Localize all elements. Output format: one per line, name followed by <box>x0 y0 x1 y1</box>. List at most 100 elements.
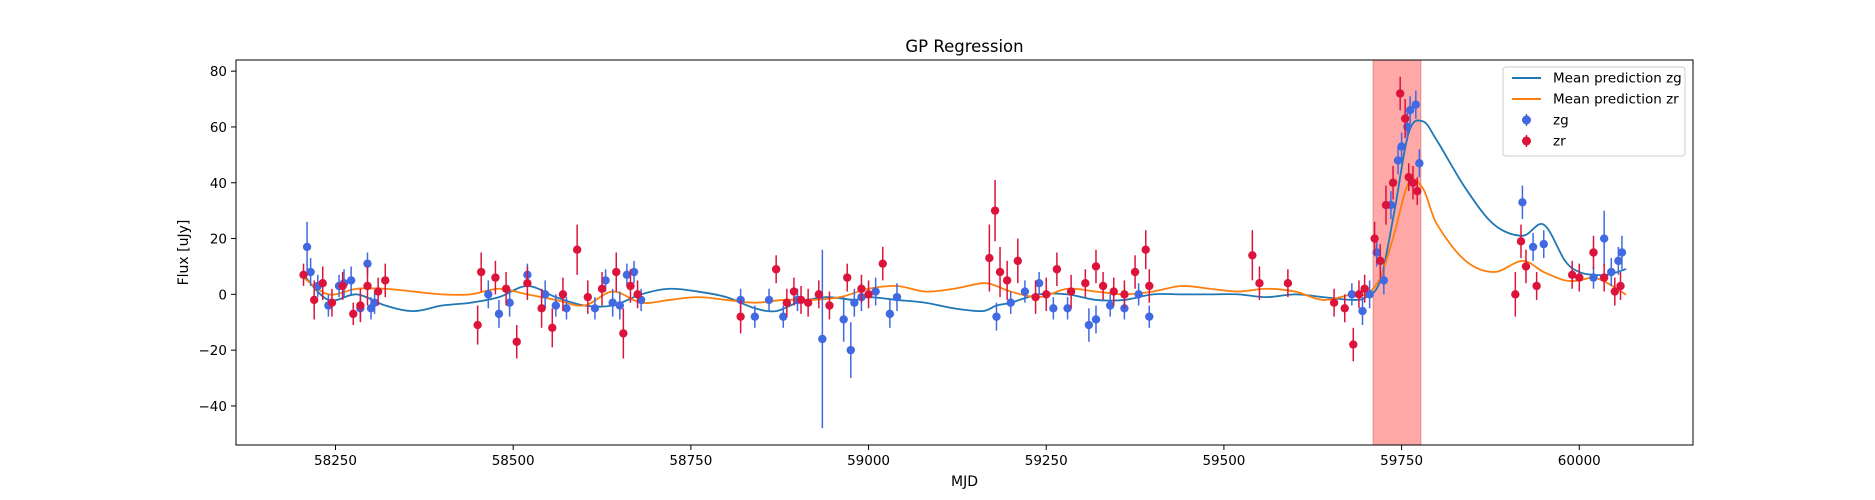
data-point-zr <box>572 245 582 254</box>
data-point-zg <box>839 315 848 324</box>
data-point-zg <box>1415 159 1424 168</box>
legend-marker-zg <box>1522 115 1531 125</box>
data-point-zg <box>1614 256 1623 266</box>
data-point-zg <box>494 309 504 319</box>
data-point-zr <box>356 301 365 310</box>
data-point-zr <box>782 298 792 307</box>
data-point-zr <box>1340 304 1349 313</box>
data-point-zr <box>491 273 500 282</box>
data-point-zr <box>878 259 887 268</box>
data-point-zr <box>318 278 327 288</box>
x-tick-label: 58250 <box>314 453 357 469</box>
data-point-zr <box>857 284 866 293</box>
data-point-zg <box>846 345 855 355</box>
data-point-zr <box>1610 287 1620 296</box>
y-tick-label: −40 <box>199 399 228 415</box>
data-point-zg <box>1518 198 1527 207</box>
data-point-zr <box>814 290 823 299</box>
y-tick-label: 20 <box>210 232 227 248</box>
data-point-zr <box>1370 234 1379 243</box>
y-axis-label: Flux [uJy] <box>176 220 192 286</box>
data-point-zr <box>583 292 593 302</box>
data-point-zg <box>302 242 312 252</box>
data-point-zg <box>1006 298 1015 307</box>
data-point-zr <box>1395 89 1405 98</box>
x-tick-label: 58750 <box>669 453 712 469</box>
data-point-zg <box>484 290 493 299</box>
data-point-zr <box>1360 284 1369 293</box>
data-point-zr <box>1589 248 1598 257</box>
data-point-zr <box>612 267 621 277</box>
data-point-zr <box>299 270 308 280</box>
data-point-zr <box>619 329 628 338</box>
data-point-zg <box>608 298 617 307</box>
data-point-zr <box>1248 251 1257 260</box>
data-point-zg <box>885 309 895 319</box>
data-point-zr <box>537 304 546 313</box>
data-point-zr <box>1066 287 1076 296</box>
data-point-zg <box>1063 304 1072 313</box>
x-tick-label: 59250 <box>1025 453 1068 469</box>
x-tick-label: 59750 <box>1380 453 1423 469</box>
data-point-zg <box>346 276 356 285</box>
data-point-zg <box>1145 312 1154 321</box>
data-point-zr <box>338 281 347 291</box>
data-point-zg <box>1589 273 1598 282</box>
data-point-zr <box>1013 256 1023 266</box>
data-point-zr <box>1052 265 1062 274</box>
data-point-zr <box>1329 298 1339 307</box>
data-point-zg <box>1358 306 1367 316</box>
legend-label-zg: zg <box>1553 113 1569 129</box>
data-point-zr <box>373 287 383 296</box>
data-point-zr <box>1002 276 1012 285</box>
data-point-zr <box>327 298 337 307</box>
data-point-zr <box>736 312 745 321</box>
data-point-zr <box>985 253 994 263</box>
data-point-zr <box>309 295 319 305</box>
data-point-zr <box>1400 114 1410 123</box>
legend-label-zg-mean: Mean prediction zg <box>1553 71 1682 87</box>
data-point-zr <box>1031 292 1040 302</box>
data-point-zr <box>1120 290 1129 299</box>
data-point-zg <box>750 312 760 321</box>
data-point-zg <box>562 304 571 313</box>
data-point-zr <box>548 323 557 333</box>
y-axis: −40 −20 0 20 40 60 80 <box>199 64 236 415</box>
data-point-zg <box>992 312 1001 321</box>
data-point-zr <box>796 295 806 305</box>
y-tick-label: 60 <box>210 120 227 136</box>
data-point-zg <box>629 267 639 277</box>
data-point-zr <box>1042 290 1051 299</box>
series-points-zg <box>302 90 1627 429</box>
data-point-zg <box>1084 320 1094 330</box>
data-point-zr <box>803 298 813 307</box>
data-point-zg <box>818 334 827 344</box>
data-point-zg <box>590 304 600 313</box>
x-tick-label: 59500 <box>1202 453 1245 469</box>
data-point-zr <box>349 309 358 319</box>
data-point-zr <box>626 281 635 291</box>
data-point-zg <box>1617 248 1627 257</box>
data-point-zr <box>633 290 642 299</box>
chart-title: GP Regression <box>905 37 1023 56</box>
y-tick-label: 80 <box>210 64 227 80</box>
data-point-zg <box>1528 242 1538 252</box>
data-point-zr <box>1381 200 1391 210</box>
data-point-zg <box>1020 287 1030 296</box>
legend-marker-zr <box>1522 136 1531 146</box>
data-point-zr <box>501 284 511 293</box>
data-point-zg <box>615 301 624 310</box>
data-point-zg <box>1347 290 1357 299</box>
legend: Mean prediction zg Mean prediction zr zg… <box>1502 66 1686 157</box>
data-point-zr <box>843 273 852 282</box>
data-point-zr <box>1532 281 1541 291</box>
data-point-zr <box>1283 278 1293 288</box>
data-point-zg <box>1379 276 1389 285</box>
data-point-zr <box>1081 278 1090 288</box>
data-point-zr <box>1141 245 1150 254</box>
data-point-zg <box>363 259 372 268</box>
data-point-zr <box>1255 278 1264 288</box>
data-point-zg <box>306 267 315 277</box>
